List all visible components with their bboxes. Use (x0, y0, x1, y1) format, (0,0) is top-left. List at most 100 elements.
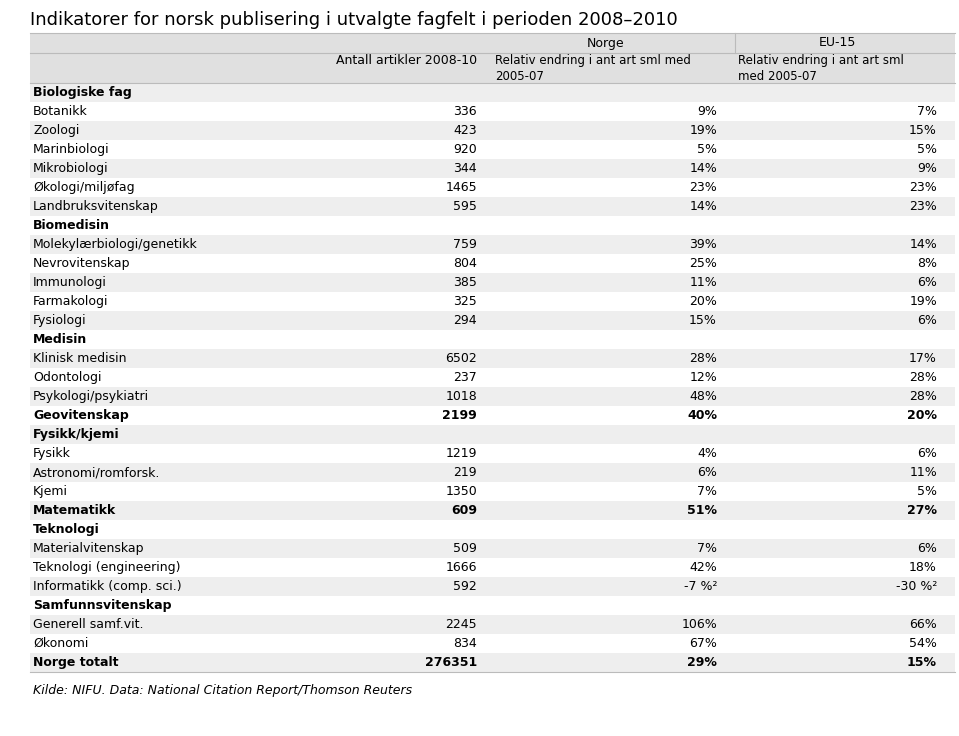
Text: Biologiske fag: Biologiske fag (33, 86, 131, 99)
Text: 2199: 2199 (442, 409, 477, 422)
Text: Marinbiologi: Marinbiologi (33, 143, 109, 156)
Bar (30, 102, 955, 121)
Text: Kilde: NIFU. Data: National Citation Report/Thomson Reuters: Kilde: NIFU. Data: National Citation Rep… (33, 684, 412, 697)
Text: 509: 509 (453, 542, 477, 555)
Bar (30, 178, 955, 197)
Text: 1018: 1018 (445, 390, 477, 403)
Text: 20%: 20% (907, 409, 937, 422)
Text: 1219: 1219 (446, 447, 477, 460)
Text: Materialvitenskap: Materialvitenskap (33, 542, 145, 555)
Text: Informatikk (comp. sci.): Informatikk (comp. sci.) (33, 580, 181, 593)
Text: 28%: 28% (909, 390, 937, 403)
Text: 106%: 106% (681, 618, 717, 631)
Bar (30, 235, 955, 254)
Bar (30, 539, 955, 558)
Text: 219: 219 (454, 466, 477, 479)
Bar (30, 406, 955, 425)
Bar (30, 653, 955, 672)
Text: 28%: 28% (909, 371, 937, 384)
Text: Psykologi/psykiatri: Psykologi/psykiatri (33, 390, 150, 403)
Text: -30 %²: -30 %² (896, 580, 937, 593)
Text: 592: 592 (454, 580, 477, 593)
Text: 11%: 11% (909, 466, 937, 479)
Text: 12%: 12% (690, 371, 717, 384)
Text: Fysikk/kjemi: Fysikk/kjemi (33, 428, 120, 441)
Text: EU-15: EU-15 (819, 37, 856, 49)
Text: 19%: 19% (909, 295, 937, 308)
Text: Immunologi: Immunologi (33, 276, 106, 289)
Text: 4%: 4% (697, 447, 717, 460)
Bar (30, 216, 955, 235)
Bar (30, 425, 955, 444)
Text: 20%: 20% (690, 295, 717, 308)
Text: 6%: 6% (917, 314, 937, 327)
Bar (30, 577, 955, 596)
Text: 14%: 14% (690, 162, 717, 175)
Text: Odontologi: Odontologi (33, 371, 102, 384)
Text: Biomedisin: Biomedisin (33, 219, 110, 232)
Text: Mikrobiologi: Mikrobiologi (33, 162, 108, 175)
Text: 11%: 11% (690, 276, 717, 289)
Bar (30, 615, 955, 634)
Text: 29%: 29% (688, 656, 717, 669)
Text: Norge totalt: Norge totalt (33, 656, 119, 669)
Bar (30, 197, 955, 216)
Text: 336: 336 (454, 105, 477, 118)
Text: Norge: Norge (587, 37, 625, 49)
Text: 15%: 15% (690, 314, 717, 327)
Text: 595: 595 (453, 200, 477, 213)
Text: 66%: 66% (909, 618, 937, 631)
Text: 6%: 6% (697, 466, 717, 479)
Bar (30, 83, 955, 102)
Text: 5%: 5% (917, 485, 937, 498)
Text: Zoologi: Zoologi (33, 124, 80, 137)
Bar (30, 159, 955, 178)
Text: 27%: 27% (907, 504, 937, 517)
Text: Fysiologi: Fysiologi (33, 314, 86, 327)
Bar (30, 330, 955, 349)
Text: 42%: 42% (690, 561, 717, 574)
Text: 15%: 15% (909, 124, 937, 137)
Text: Medisin: Medisin (33, 333, 87, 346)
Text: 19%: 19% (690, 124, 717, 137)
Text: Indikatorer for norsk publisering i utvalgte fagfelt i perioden 2008–2010: Indikatorer for norsk publisering i utva… (30, 11, 678, 29)
Text: Botanikk: Botanikk (33, 105, 88, 118)
Text: 23%: 23% (909, 200, 937, 213)
Text: 39%: 39% (690, 238, 717, 251)
Text: 14%: 14% (909, 238, 937, 251)
Text: 1350: 1350 (445, 485, 477, 498)
Text: 7%: 7% (917, 105, 937, 118)
Text: 423: 423 (454, 124, 477, 137)
Text: 18%: 18% (909, 561, 937, 574)
Text: 276351: 276351 (425, 656, 477, 669)
Text: 6502: 6502 (445, 352, 477, 365)
Text: 344: 344 (454, 162, 477, 175)
Text: Samfunnsvitenskap: Samfunnsvitenskap (33, 599, 172, 612)
Text: 7%: 7% (697, 485, 717, 498)
Bar (30, 140, 955, 159)
Text: Nevrovitenskap: Nevrovitenskap (33, 257, 130, 270)
Text: 51%: 51% (687, 504, 717, 517)
Text: 759: 759 (453, 238, 477, 251)
Bar (30, 501, 955, 520)
Text: 8%: 8% (917, 257, 937, 270)
Text: 17%: 17% (909, 352, 937, 365)
Bar (30, 482, 955, 501)
Text: 325: 325 (454, 295, 477, 308)
Bar (30, 387, 955, 406)
Text: 1666: 1666 (446, 561, 477, 574)
Text: 294: 294 (454, 314, 477, 327)
Bar (30, 596, 955, 615)
Text: 67%: 67% (690, 637, 717, 650)
Text: 40%: 40% (687, 409, 717, 422)
Text: 1465: 1465 (445, 181, 477, 194)
Text: 23%: 23% (909, 181, 937, 194)
Text: 920: 920 (454, 143, 477, 156)
Text: 609: 609 (451, 504, 477, 517)
Text: 385: 385 (453, 276, 477, 289)
Text: 2245: 2245 (445, 618, 477, 631)
Text: 9%: 9% (697, 105, 717, 118)
Text: Generell samf.vit.: Generell samf.vit. (33, 618, 144, 631)
Text: Landbruksvitenskap: Landbruksvitenskap (33, 200, 159, 213)
Text: Økonomi: Økonomi (33, 637, 88, 650)
